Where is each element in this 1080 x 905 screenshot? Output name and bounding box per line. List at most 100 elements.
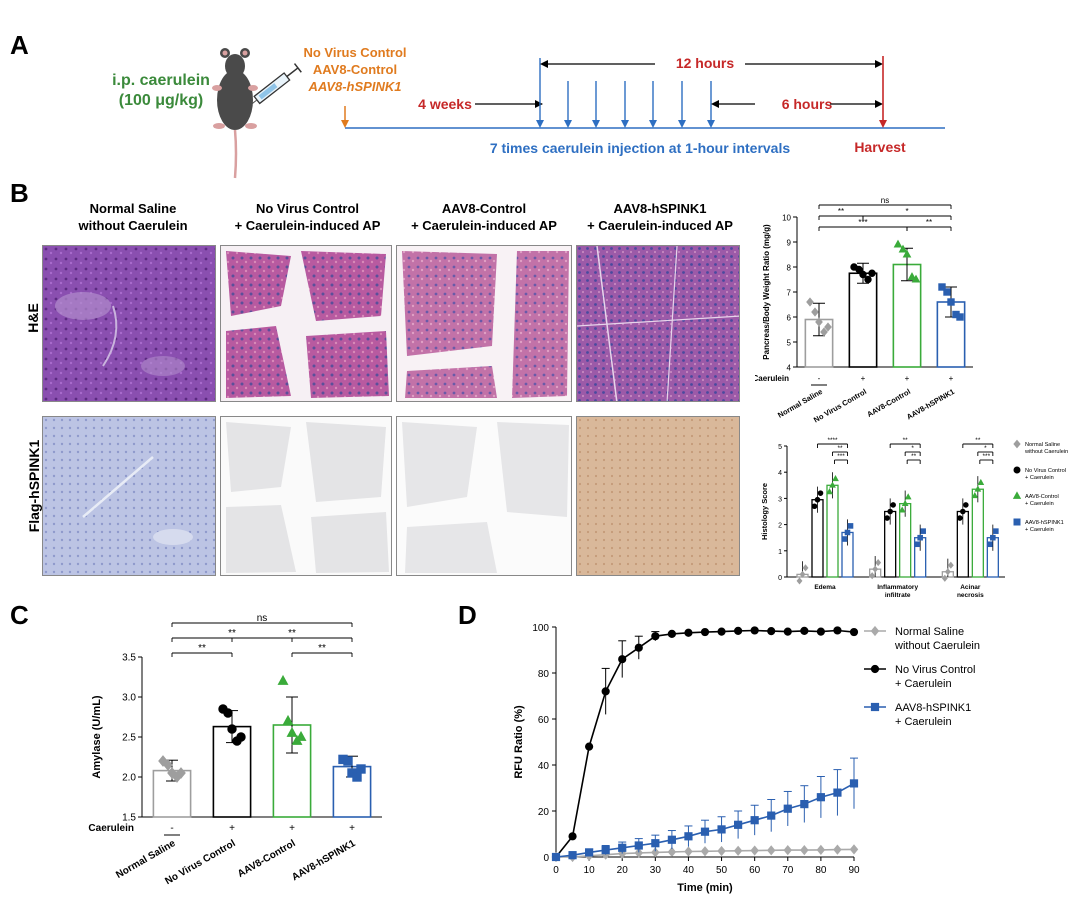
micrograph-he-normal-saline (42, 245, 216, 402)
chart-rfu-ratio: 0 20 40 60 80 100 0 10 20 30 40 50 60 70 80 90 RFU Ratio… (513, 623, 980, 894)
sig-0-1-label: ** (198, 643, 206, 654)
data-point-0-16 (816, 844, 826, 855)
data-point-1-4 (868, 269, 876, 277)
data-point-1-9 (700, 627, 710, 637)
data-point-2-12 (750, 816, 759, 825)
data-point-1-11 (734, 626, 743, 636)
bar-2-2 (971, 488, 984, 578)
data-point-2-17 (833, 788, 842, 797)
point-0-3-2 (847, 523, 854, 529)
data-point-0-3 (820, 327, 828, 337)
data-point-2-4 (911, 274, 921, 283)
data-point-0-11 (733, 845, 743, 856)
harvest-label: Harvest (854, 139, 906, 155)
data-point-0-12 (750, 845, 759, 856)
panel-letter-a: A (10, 30, 29, 60)
y-tick-label-3: 3.0 (122, 693, 136, 704)
legend-marker-0 (870, 625, 880, 637)
sig-2-b-label: * (984, 445, 987, 452)
sig-1-c-label: ** (911, 453, 917, 460)
data-point-1-17 (833, 626, 842, 635)
data-point-0-8 (684, 846, 693, 857)
micrograph-flag-normal-saline (42, 416, 216, 576)
sig-ns-label: ns (881, 196, 889, 205)
point-2-3-1 (990, 534, 996, 541)
panel-letter-b: B (10, 178, 29, 208)
caerulein-sign-2: + (905, 374, 910, 383)
data-point-2-1 (568, 851, 577, 860)
data-point-2-18 (849, 779, 859, 788)
legend-label-1-b: + Caerulein (1025, 475, 1054, 481)
x-tick-label-3: 30 (650, 865, 662, 876)
injection-note: 7 times caerulein injection at 1-hour in… (489, 140, 791, 156)
caerulein-sign-0: - (818, 374, 821, 383)
panel-letter-c: C (10, 600, 29, 630)
point-0-2-1 (829, 481, 836, 488)
sig-1-3-label: ** (288, 628, 296, 639)
point-0-3-1 (844, 529, 851, 536)
mouse-syringe-illustration (212, 48, 302, 179)
legend-marker-3 (1013, 518, 1021, 526)
point-1-1-1 (887, 508, 893, 515)
caerulein-label: Caerulein (88, 823, 134, 834)
data-point-0-2 (815, 317, 823, 327)
caerulein-sign-2: + (289, 823, 295, 834)
legend-label-0-b: without Caerulein (1024, 449, 1068, 455)
legend-label-1-a: No Virus Control (895, 664, 976, 676)
data-point-1-18 (849, 627, 859, 637)
y-tick-label-6: 10 (782, 214, 791, 223)
panel-letter-d: D (458, 600, 477, 630)
micrograph-flag-no-virus (220, 416, 392, 576)
sig-1-3-label: * (905, 207, 908, 216)
legend-marker-2 (870, 702, 880, 712)
row-label-he: H&E (25, 303, 41, 333)
data-point-0-14 (783, 844, 793, 856)
data-point-0-17 (833, 844, 842, 855)
col-header-aav8-control: AAV8-Control + Caerulein-induced AP (411, 201, 557, 233)
data-point-1-2 (227, 724, 237, 734)
point-2-1-2 (963, 502, 969, 508)
point-1-2-2 (904, 493, 912, 500)
data-point-2-4 (295, 730, 307, 741)
data-point-0-10 (717, 845, 726, 857)
data-point-2-0 (893, 239, 903, 248)
legend-label-3-b: + Caerulein (1025, 527, 1054, 533)
data-point-2-2 (585, 848, 594, 857)
sig-2-3-label: ** (926, 218, 932, 227)
timeline-diagram (341, 56, 945, 129)
x-tick-label-8: 80 (815, 865, 827, 876)
injection-label: i.p. caerulein (112, 72, 210, 89)
data-point-0-9 (700, 846, 710, 857)
data-point-0-0 (806, 297, 814, 307)
caerulein-label: Caerulein (755, 374, 789, 383)
legend-label-1-a: No Virus Control (1025, 468, 1066, 474)
point-2-3-2 (993, 528, 999, 534)
y-tick-label-5: 100 (532, 623, 549, 634)
point-2-2-0 (971, 491, 979, 499)
category-label-1-0: Inflammatory (877, 584, 918, 591)
data-point-2-10 (717, 825, 726, 834)
hours6-label: 6 hours (781, 96, 833, 112)
data-point-2-15 (800, 800, 809, 809)
data-point-0-1 (163, 759, 173, 771)
category-label-2-0: Acinar (960, 584, 981, 591)
data-point-2-13 (767, 811, 776, 820)
data-point-3-3 (352, 772, 362, 782)
point-2-1-1 (960, 508, 966, 515)
data-point-0-4 (176, 767, 186, 779)
sig-ns-label: ns (257, 613, 268, 624)
data-point-2-7 (667, 835, 676, 844)
sig-0-1-label: ** (838, 207, 844, 216)
data-point-0-13 (766, 845, 776, 856)
legend-label-2-b: + Caerulein (895, 716, 952, 728)
data-point-2-2 (902, 249, 912, 258)
point-1-1-0 (884, 515, 890, 521)
y-tick-label-5: 9 (787, 239, 792, 248)
y-tick-label-0: 0 (543, 853, 549, 864)
micrograph-he-aav8-hspink1 (576, 245, 740, 402)
legend-label-1-b: + Caerulein (895, 678, 952, 690)
data-point-3-1 (943, 288, 951, 296)
data-point-3-1 (343, 756, 353, 766)
